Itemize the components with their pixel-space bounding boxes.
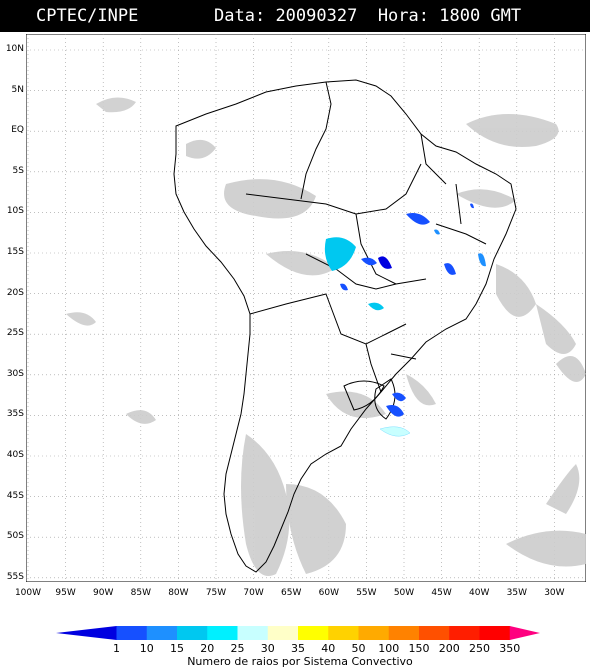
map-header: CPTEC/INPE Data: 20090327 Hora: 1800 GMT <box>0 0 590 32</box>
lon-tick-label: 70W <box>243 588 264 598</box>
colorbar-segment <box>328 626 359 640</box>
continent-borders <box>173 79 517 573</box>
colorbar-tick-label: 250 <box>469 642 490 655</box>
colorbar-segment <box>116 626 148 640</box>
lat-tick-label: 25S <box>6 328 24 339</box>
lon-tick-label: 75W <box>205 588 227 598</box>
datetime-label: Data: 20090327 Hora: 1800 GMT <box>214 6 522 26</box>
lon-tick-label: 40W <box>469 588 490 598</box>
lon-tick-label: 85W <box>130 588 151 598</box>
lon-tick-label: 80W <box>168 588 189 598</box>
lon-tick-label: 100W <box>14 588 42 598</box>
colorbar-tick-label: 350 <box>499 642 521 655</box>
lon-tick-label: 30W <box>544 588 565 598</box>
colorbar-segment <box>267 626 299 640</box>
lat-tick-label: 10N <box>5 44 24 54</box>
colorbar-tick-label: 1 <box>113 642 120 655</box>
lon-tick-label: 45W <box>431 588 452 598</box>
colorbar-segment <box>298 626 329 640</box>
lon-tick-label: 95W <box>55 588 76 598</box>
south-america-lightning-map <box>26 34 586 582</box>
lon-tick-label: 35W <box>506 588 527 598</box>
colorbar-segment <box>358 626 390 640</box>
colorbar-tick-label: 150 <box>408 642 430 655</box>
colorbar-tick-label: 20 <box>200 642 215 655</box>
lat-tick-label: EQ <box>11 125 24 136</box>
colorbar-title: Numero de raios por Sistema Convectivo <box>187 655 413 668</box>
colorbar-segment <box>449 626 480 640</box>
lat-tick-label: 20S <box>6 287 24 298</box>
lon-tick-label: 55W <box>356 588 377 598</box>
colorbar-tick-label: 35 <box>291 642 305 655</box>
colorbar-segment <box>479 626 511 640</box>
colorbar-segment <box>237 626 269 640</box>
colorbar-segment <box>419 626 450 640</box>
lon-tick-label: 60W <box>318 588 339 598</box>
lat-tick-label: 10S <box>6 206 24 217</box>
lat-tick-label: 30S <box>6 368 24 379</box>
lon-tick-label: 65W <box>281 588 302 598</box>
cloud-cover <box>66 97 586 576</box>
colorbar-tick-label: 10 <box>139 642 154 655</box>
colorbar-segment <box>207 626 238 640</box>
colorbar-tick-label: 200 <box>438 642 460 655</box>
lat-tick-label: 5S <box>12 165 24 176</box>
colorbar-segment <box>146 626 178 640</box>
colorbar-segment <box>509 626 540 640</box>
colorbar-tick-label: 15 <box>170 642 184 655</box>
lat-tick-label: 50S <box>6 531 24 542</box>
lat-tick-label: 5N <box>11 84 24 95</box>
lat-tick-label: 35S <box>6 409 24 420</box>
lat-tick-label: 45S <box>6 490 24 501</box>
lat-tick-label: 15S <box>6 247 24 257</box>
colorbar-tick-label: 25 <box>230 642 245 655</box>
colorbar-tick-label: 40 <box>321 642 336 655</box>
colorbar-segment <box>388 626 420 640</box>
colorbar <box>56 626 540 640</box>
lat-tick-label: 40S <box>6 450 24 460</box>
colorbar-segment <box>56 626 117 640</box>
colorbar-tick-label: 100 <box>378 642 400 655</box>
colorbar-tick-label: 30 <box>260 642 275 655</box>
lon-tick-label: 90W <box>93 588 114 598</box>
lon-tick-label: 50W <box>393 588 415 598</box>
colorbar-segment <box>177 626 208 640</box>
source-label: CPTEC/INPE <box>36 6 139 26</box>
lightning-cells <box>324 203 486 437</box>
lat-tick-label: 55S <box>6 571 24 582</box>
colorbar-tick-label: 50 <box>351 642 366 655</box>
